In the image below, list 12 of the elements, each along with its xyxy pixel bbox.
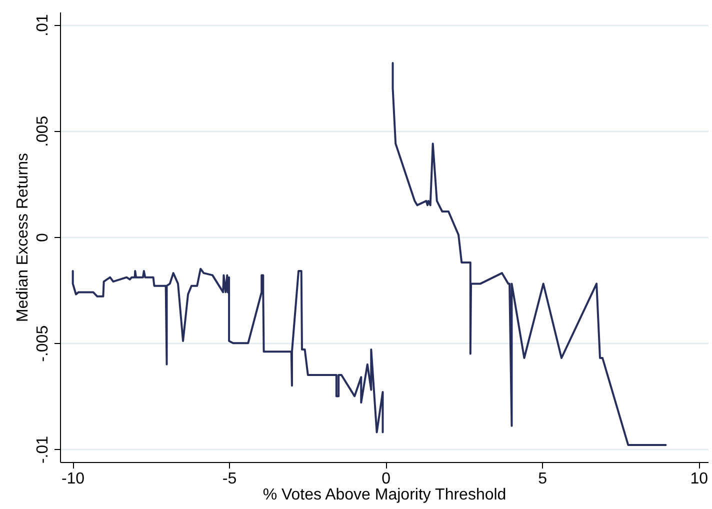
y-tick-label: .01 [34,14,52,36]
x-axis-title: % Votes Above Majority Threshold [262,486,506,504]
x-tick-label: -5 [222,470,237,488]
x-tick-label: 5 [538,470,548,488]
x-tick-label: -10 [61,470,85,488]
y-tick-label: .005 [34,116,52,147]
y-tick-label: -.005 [34,325,52,362]
y-tick-label: 0 [34,232,52,242]
y-axis-title: Median Excess Returns [14,153,32,322]
x-tick-label: 10 [690,470,708,488]
x-tick-label: 0 [382,470,391,488]
y-tick-label: -.01 [34,436,52,464]
